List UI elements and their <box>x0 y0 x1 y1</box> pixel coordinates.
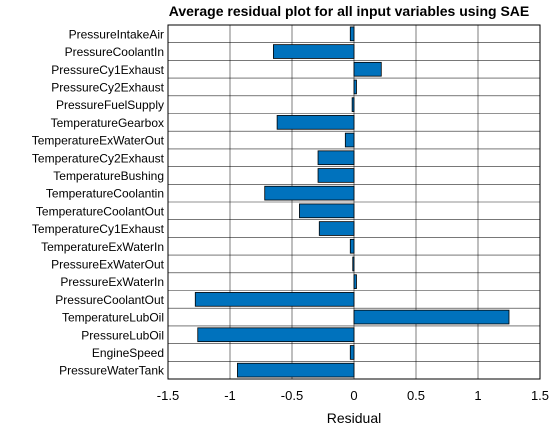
category-labels: PressureIntakeAir PressureCoolantIn Pressu… <box>32 27 165 377</box>
bar-pressureintakeair <box>349 26 355 42</box>
bar-pressurewatertank <box>237 362 355 378</box>
bars <box>194 26 510 378</box>
category-label: PressureExWaterIn <box>60 275 164 289</box>
bar-pressureexwaterin <box>353 274 357 289</box>
category-label: TemperatureCy2Exhaust <box>32 151 165 165</box>
chart-title: Average residual plot for all input vari… <box>169 3 529 19</box>
category-label: TemperatureExWaterOut <box>32 134 165 148</box>
category-label: PressureExWaterOut <box>51 257 165 271</box>
bar-pressurefuelsupply <box>351 97 355 112</box>
grid-lines <box>167 25 541 379</box>
x-axis-label: Residual <box>327 410 381 426</box>
category-label: TemperatureCoolantOut <box>36 204 165 218</box>
category-label: PressureIntakeAir <box>69 27 164 41</box>
category-label: PressureCoolantOut <box>55 293 164 307</box>
plot-area-frame <box>167 24 541 380</box>
category-label: TemperatureExWaterIn <box>41 240 164 254</box>
x-tick-label: -1 <box>224 388 236 403</box>
bar-pressurecoolantout <box>194 292 355 307</box>
bar-temperatureexwaterin <box>349 238 355 254</box>
bar-temperaturebushing <box>317 168 355 183</box>
x-tick-label: -0.5 <box>281 388 303 403</box>
x-tick-label: 0.5 <box>407 388 425 403</box>
category-label: TemperatureCy1Exhaust <box>32 222 165 236</box>
category-label: EngineSpeed <box>92 346 164 360</box>
category-label: PressureFuelSupply <box>56 98 164 112</box>
category-label: PressureCoolantIn <box>65 45 164 59</box>
x-tick-label: -1.5 <box>157 388 179 403</box>
bar-temperaturecoolantin <box>264 185 355 201</box>
category-label: PressureCy2Exhaust <box>51 80 164 94</box>
category-label: PressureWaterTank <box>59 364 165 378</box>
bar-temperaturecy2exhaust <box>317 150 355 166</box>
bar-temperatureexwaterout <box>344 132 355 148</box>
x-tick-label: 1.5 <box>531 388 549 403</box>
category-label: TemperatureCoolantin <box>46 187 164 201</box>
bar-temperaturecy1exhaust <box>318 221 355 236</box>
category-label: TemperatureBushing <box>53 169 164 183</box>
bar-pressureluboil <box>197 327 355 343</box>
bar-pressurecy1exhaust <box>353 61 382 77</box>
bar-pressureexwaterout <box>352 256 355 272</box>
bar-temperatureluboil <box>353 309 510 325</box>
bar-pressurecoolantin <box>272 44 355 59</box>
bar-temperaturecoolantout <box>299 203 355 219</box>
category-label: TemperatureGearbox <box>51 116 164 130</box>
x-tick-label: 1 <box>474 388 481 403</box>
x-tick-labels: -1.5 -1 -0.5 0 0.5 1 1.5 <box>157 388 549 403</box>
category-label: PressureCy1Exhaust <box>51 63 164 77</box>
category-label: PressureLubOil <box>81 328 164 342</box>
bar-enginespeed <box>349 345 355 360</box>
bar-pressurecy2exhaust <box>353 79 357 95</box>
category-label: TemperatureLubOil <box>62 311 164 325</box>
x-tick-label: 0 <box>350 388 357 403</box>
bar-temperaturegearbox <box>276 115 355 130</box>
